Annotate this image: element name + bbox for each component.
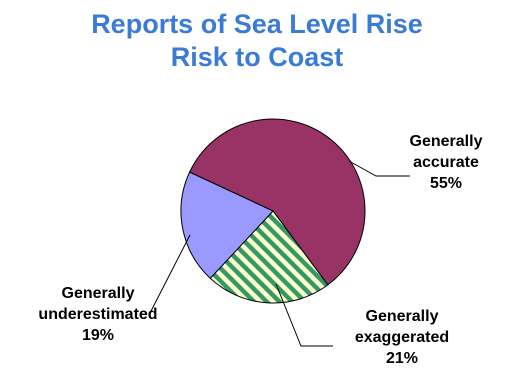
slice-value-label: 21% xyxy=(386,350,418,367)
leader-line-exaggerated xyxy=(275,283,333,347)
chart-title: Reports of Sea Level Rise Risk to Coast xyxy=(0,8,514,74)
slice-name-line: Generally xyxy=(62,285,135,302)
pie-slice-accurate xyxy=(188,118,366,286)
chart-title-line-1: Reports of Sea Level Rise xyxy=(91,9,423,39)
slice-value-label: 19% xyxy=(82,327,114,344)
slice-label-accurate: Generally accurate 55% xyxy=(410,133,483,192)
slice-name-line: accurate xyxy=(413,154,479,171)
leader-line-accurate xyxy=(348,160,410,177)
leader-line-underestimated xyxy=(148,234,191,316)
slice-name-line: Generally xyxy=(410,133,483,150)
slice-value-label: 55% xyxy=(430,175,462,192)
slice-name-line: Generally xyxy=(366,308,439,325)
slice-name-line: exaggerated xyxy=(355,329,449,346)
pie-slice-exaggerated xyxy=(209,210,329,304)
chart-title-line-2: Risk to Coast xyxy=(170,42,344,72)
slice-label-underestimated: Generally underestimated 19% xyxy=(38,285,157,344)
slice-label-exaggerated: Generally exaggerated 21% xyxy=(355,308,449,367)
pie-slice-underestimated xyxy=(180,171,274,279)
slice-name-line: underestimated xyxy=(38,306,157,323)
